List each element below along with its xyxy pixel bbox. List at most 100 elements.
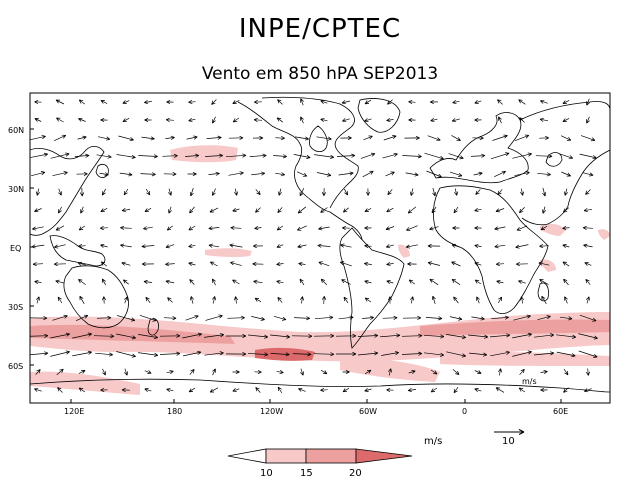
- wind-vector-arrow: [540, 387, 548, 393]
- wind-vector-arrow: [468, 334, 489, 339]
- wind-vector-arrow: [189, 368, 195, 375]
- wind-vector-arrow: [101, 296, 107, 304]
- coast-japan: [95, 164, 109, 178]
- wind-vector-arrow: [50, 350, 70, 357]
- wind-vector-arrow: [77, 135, 87, 140]
- wind-vector-arrow: [232, 369, 240, 375]
- wind-vector-arrow: [561, 171, 571, 177]
- wind-vector-arrow: [300, 296, 305, 304]
- wind-vector-arrow: [55, 225, 65, 231]
- wind-vector-arrow: [298, 387, 306, 392]
- wind-vector-arrow: [275, 172, 286, 177]
- wind-vector-arrow: [232, 208, 240, 212]
- wind-vector-arrow: [474, 370, 482, 374]
- wind-vector-arrow: [165, 279, 175, 284]
- wind-vector-arrow: [316, 172, 332, 177]
- wind-vector-arrow: [225, 153, 247, 158]
- shading-antarctic-atlantic: [340, 358, 440, 382]
- wind-vector-arrow: [518, 387, 526, 393]
- wind-vector-arrow: [512, 332, 533, 339]
- wind-vector-arrow: [233, 296, 238, 304]
- shading-tropical-atlantic: [398, 244, 410, 258]
- wind-vector-arrow: [580, 135, 596, 142]
- wind-vector-arrow: [226, 333, 247, 339]
- wind-vector-arrow: [165, 244, 175, 249]
- wind-vector-arrow: [425, 316, 443, 321]
- coast-antarctica: [30, 378, 610, 393]
- wind-vector-arrow: [228, 135, 244, 140]
- wind-vector-arrow: [451, 135, 461, 141]
- wind-vector-arrow: [364, 279, 372, 284]
- wind-vector-arrow: [492, 134, 508, 141]
- wind-vector-arrow: [100, 261, 108, 267]
- wind-vector-arrow: [143, 279, 153, 284]
- wind-vector-arrow: [53, 261, 66, 267]
- wind-vector-arrow: [385, 226, 395, 231]
- wind-vector-arrow: [538, 261, 550, 266]
- wind-vector-arrow: [472, 135, 484, 141]
- wind-vector-arrow: [585, 368, 591, 376]
- wind-vector-arrow: [30, 351, 49, 356]
- wind-vector-arrow: [431, 295, 436, 305]
- wind-vector-arrow: [410, 296, 415, 304]
- wind-vector-arrow: [563, 387, 569, 393]
- wind-vector-arrow: [474, 279, 482, 285]
- wind-vector-arrow: [387, 296, 393, 304]
- wind-vector-arrow: [78, 99, 86, 105]
- wind-vector-arrow: [432, 187, 437, 197]
- wind-vector-arrow: [583, 208, 593, 213]
- wind-vector-arrow: [277, 207, 283, 214]
- wind-vector-arrow: [186, 135, 198, 140]
- wind-vector-arrow: [474, 388, 482, 392]
- wind-vector-arrow: [387, 99, 393, 105]
- wind-vector-arrow: [205, 153, 224, 158]
- wind-vector-arrow: [564, 296, 568, 304]
- wind-vector-arrow: [225, 351, 247, 357]
- wind-vector-arrow: [314, 154, 335, 159]
- wind-vector-arrow: [227, 315, 245, 320]
- wind-vector-arrow: [277, 296, 283, 303]
- shading-arabian-sea: [540, 223, 566, 236]
- wind-vector-arrow: [80, 206, 84, 214]
- wind-vector-arrow: [518, 99, 526, 105]
- colorbar: 10 15 20: [227, 448, 413, 479]
- wind-vector-arrow: [58, 206, 62, 214]
- wind-vector-arrow: [381, 351, 400, 356]
- wind-vector-arrow: [404, 135, 420, 141]
- wind-vector-arrow: [247, 352, 269, 357]
- wind-vector-arrow: [123, 188, 129, 196]
- wind-vector-arrow: [102, 368, 106, 376]
- map-subtitle: Vento em 850 hPA SEP2013: [201, 64, 439, 84]
- wind-vector-arrow: [452, 100, 460, 105]
- wind-vector-arrow: [212, 116, 216, 124]
- wind-vector-arrow: [338, 171, 354, 176]
- wind-vector-arrow: [579, 153, 597, 160]
- wind-vector-arrow: [357, 333, 379, 338]
- lon-label-120e: 120E: [64, 407, 84, 416]
- colorbar-tick-10: 10: [260, 468, 273, 479]
- wind-vector-arrow: [34, 99, 42, 105]
- wind-vector-arrow: [248, 334, 269, 339]
- wind-vector-arrow: [343, 296, 349, 304]
- colorbar-segment-below-10: [227, 448, 267, 464]
- lon-label-60w: 60W: [359, 407, 377, 416]
- wind-vector-arrow: [124, 296, 128, 304]
- wind-vector-arrow: [453, 386, 459, 394]
- wind-vector-arrow: [321, 188, 327, 196]
- wind-vector-arrow: [364, 297, 372, 303]
- wind-vector-arrow: [401, 351, 423, 356]
- wind-vector-arrow: [518, 279, 526, 284]
- wind-vector-arrow: [75, 314, 89, 322]
- wind-vector-arrow: [491, 315, 509, 320]
- reference-vector-label: 10: [502, 436, 515, 447]
- coast-north-america-east: [261, 96, 359, 209]
- wind-vector-arrow: [562, 100, 570, 104]
- wind-vector-arrow: [495, 387, 505, 393]
- wind-vector-arrow: [496, 279, 504, 284]
- wind-vector-arrow: [30, 135, 46, 141]
- wind-vector-arrow: [562, 118, 570, 122]
- colorbar-tick-15: 15: [300, 468, 313, 479]
- wind-vector-arrow: [386, 387, 394, 393]
- wind-vector-arrow: [116, 351, 136, 358]
- coast-north-america-west: [237, 101, 363, 241]
